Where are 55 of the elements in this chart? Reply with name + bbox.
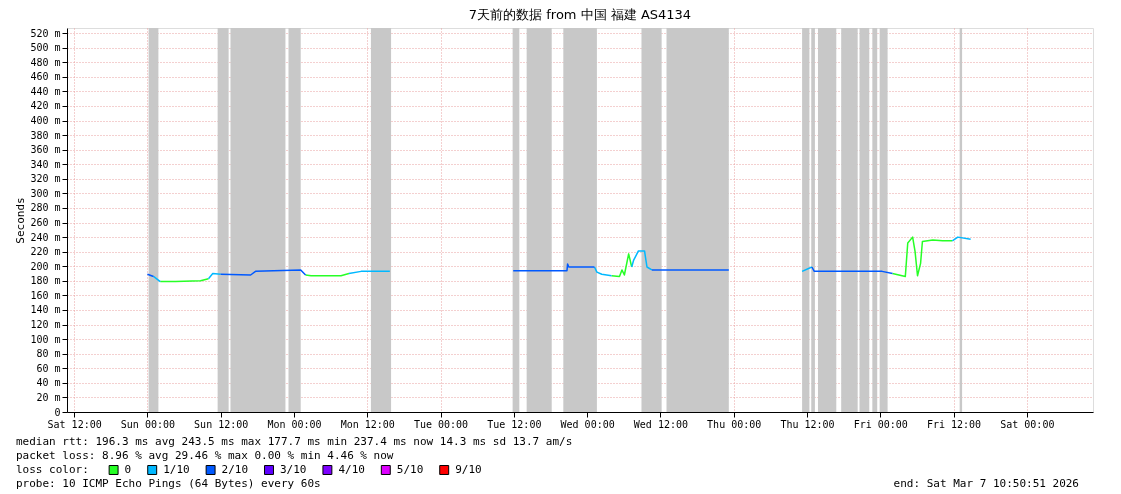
text: probe: 10 ICMP Echo Pings (64 Bytes) every 60s [16, 477, 321, 490]
x-tick-label: Mon 12:00 [340, 418, 395, 430]
x-tick-label: Tue 00:00 [413, 418, 469, 430]
y-tick-label: 520 m [30, 27, 61, 39]
x-tick-label: Tue 12:00 [487, 418, 542, 430]
y-tick-label: 60 m [36, 362, 61, 374]
text: packet loss: 8.96 % avg 29.46 % max 0.00 % min 4.46 % now [16, 449, 394, 462]
y-tick-label: 180 m [30, 275, 61, 287]
x-tick-label: Sun 00:00 [120, 418, 175, 430]
y-tick-label: 460 m [30, 71, 61, 83]
legend-label: 1/10 [163, 463, 190, 476]
legend-label: 2/10 [221, 463, 249, 476]
y-tick-label: 320 m [30, 173, 61, 185]
y-tick-label: 280 m [30, 202, 61, 214]
y-tick-label: 420 m [30, 100, 61, 112]
legend-label: 5/10 [396, 463, 424, 476]
y-axis-title: Seconds [14, 197, 28, 244]
y-tick-label: 80 m [36, 348, 61, 360]
y-tick-label: 260 m [30, 217, 61, 229]
y-tick-label: 40 m [36, 377, 61, 389]
legend-title: loss color: [16, 463, 89, 476]
x-tick-label: Thu 12:00 [780, 418, 835, 430]
y-tick-label: 300 m [30, 187, 61, 199]
y-tick-label: 380 m [30, 129, 61, 141]
y-tick-label: 500 m [30, 42, 61, 54]
y-tick-label: 220 m [30, 246, 61, 258]
y-tick-label: 160 m [30, 289, 61, 301]
y-tick-label: 480 m [30, 56, 61, 68]
x-tick-label: Thu 00:00 [707, 418, 762, 430]
y-tick-label: 20 m [36, 391, 61, 403]
y-tick-label: 0 [54, 406, 61, 418]
legend-label: 0 [124, 463, 132, 476]
y-tick-label: 200 m [30, 260, 61, 272]
x-tick-label: Mon 00:00 [267, 418, 322, 430]
legend-label: 4/10 [338, 463, 365, 476]
y-tick-label: 340 m [30, 158, 61, 170]
y-tick-label: 360 m [30, 144, 61, 156]
y-tick-label: 400 m [30, 115, 61, 127]
y-tick-label: 120 m [30, 319, 61, 331]
x-tick-label: Fri 00:00 [853, 418, 908, 430]
legend-label: 3/10 [280, 463, 307, 476]
x-tick-label: Sun 12:00 [194, 418, 249, 430]
x-tick-label: Fri 12:00 [926, 418, 982, 430]
y-tick-label: 440 m [30, 85, 61, 97]
text: end: Sat Mar 7 10:50:51 2026 [893, 477, 1079, 490]
y-tick-label: 100 m [30, 333, 61, 345]
chart-title: 7天前的数据 from 中国 福建 AS4134 [468, 7, 692, 22]
y-tick-label: 240 m [30, 231, 61, 243]
x-tick-label: Wed 12:00 [633, 418, 688, 430]
text: median rtt: 196.3 ms avg 243.5 ms max 177.7 ms min 237.4 ms now 14.3 ms sd 13.7 am/s [16, 435, 573, 448]
legend-label: 9/10 [455, 463, 482, 476]
x-tick-label: Sat 12:00 [47, 418, 102, 430]
x-tick-label: Sat 00:00 [1000, 418, 1055, 430]
x-tick-label: Wed 00:00 [560, 418, 615, 430]
y-tick-label: 140 m [30, 304, 61, 316]
